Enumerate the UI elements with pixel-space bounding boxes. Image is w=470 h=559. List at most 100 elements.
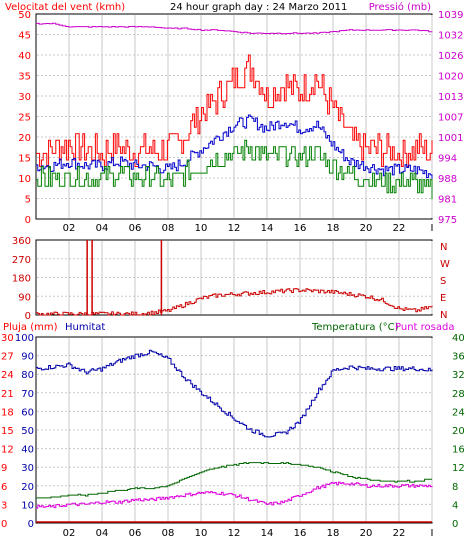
x-tick-label: 16	[294, 223, 307, 234]
temperature-y-tick-label: 16	[452, 445, 465, 456]
pressure-y-tick-label: 1001	[438, 133, 463, 144]
x-tick-label: 12	[228, 528, 241, 539]
x-tick-label: 04	[96, 223, 109, 234]
pressure-y-tick-label: 1013	[438, 92, 463, 103]
temperature-y-tick-label: 28	[452, 389, 465, 400]
x-tick-label: 20	[360, 528, 373, 539]
x-tick-label: 02	[63, 528, 76, 539]
x-tick-label: 18	[327, 223, 340, 234]
wind-pressure-panel: 02 04 06 08 10 12 14 16 18 20 22 I 0 5 10 15 20 25 30 35 40 4…	[18, 10, 463, 234]
direction-y-tick-label: 180	[12, 274, 31, 285]
humidity-line	[36, 349, 433, 438]
pressure-y-tick-label: 981	[438, 195, 457, 206]
temperature-y-tick-label: 20	[452, 426, 465, 437]
humidity-y-tick-label: 90	[21, 352, 34, 363]
rain-y-tick-label: 3	[1, 500, 7, 511]
x-tick-label: 06	[129, 528, 142, 539]
rain-y-tick-label: 24	[1, 370, 14, 381]
direction-compass-label: W	[440, 259, 450, 270]
humidity-y-tick-label: 60	[21, 407, 34, 418]
direction-compass-label: N	[440, 310, 447, 321]
wind-y-tick-label: 40	[18, 51, 31, 62]
pressure-y-tick-label: 1026	[438, 51, 463, 62]
rain-y-tick-label: 12	[1, 445, 14, 456]
direction-y-tick-label: 270	[12, 255, 31, 266]
dewpoint-line	[36, 481, 433, 509]
x-tick-label: 02	[63, 223, 76, 234]
temperature-y-tick-label: 40	[452, 333, 465, 344]
humidity-y-tick-label: 20	[21, 482, 34, 493]
pressure-y-tick-label: 975	[438, 215, 457, 226]
humidity-y-tick-label: 10	[21, 500, 34, 511]
rain-axis-title: Pluja (mm)	[3, 322, 58, 333]
x-tick-label: I	[431, 223, 434, 234]
x-tick-label: 14	[261, 528, 274, 539]
wind-y-tick-label: 50	[18, 10, 31, 21]
direction-y-tick-label: 360	[12, 236, 31, 247]
chart-title: 24 hour graph day : 24 Marzo 2011	[170, 2, 347, 13]
rain-y-tick-label: 30	[1, 333, 14, 344]
wind-avg-line	[36, 114, 433, 179]
wind-min-line	[36, 139, 433, 200]
humidity-y-tick-label: 30	[21, 463, 34, 474]
pressure-axis-title: Pressió (mb)	[369, 1, 431, 13]
x-tick-label: 04	[96, 528, 109, 539]
temperature-y-tick-label: 4	[452, 500, 458, 511]
rain-y-tick-label: 18	[1, 407, 14, 418]
x-tick-label: 18	[327, 528, 340, 539]
wind-y-tick-label: 10	[18, 174, 31, 185]
x-tick-label: 08	[162, 223, 175, 234]
humidity-y-tick-label: 40	[21, 445, 34, 456]
x-tick-label: 20	[360, 223, 373, 234]
wind-y-tick-label: 35	[18, 72, 31, 83]
wind-y-tick-label: 5	[25, 195, 31, 206]
wind-max-line	[36, 54, 433, 167]
pressure-y-tick-label: 988	[438, 174, 457, 185]
wind-y-tick-label: 30	[18, 92, 31, 103]
rain-y-tick-label: 6	[1, 482, 7, 493]
humidity-axis-title: Humitat	[65, 322, 105, 333]
direction-compass-label: S	[440, 276, 446, 287]
wind-y-tick-label: 0	[25, 215, 31, 226]
temperature-y-tick-label: 12	[452, 463, 465, 474]
temp-humidity-panel: 02 04 06 08 10 12 14 16 18 20 22 I03691215182124273…	[1, 333, 465, 539]
temperature-axis-title: Temperatura (°C)	[311, 322, 399, 333]
x-tick-label: 14	[261, 223, 274, 234]
pressure-y-tick-label: 1039	[438, 10, 463, 21]
humidity-y-tick-label: 70	[21, 389, 34, 400]
rain-y-tick-label: 0	[1, 519, 7, 530]
x-tick-label: I	[431, 528, 434, 539]
rain-y-tick-label: 15	[1, 426, 14, 437]
x-tick-label: 12	[228, 223, 241, 234]
humidity-y-tick-label: 80	[21, 370, 34, 381]
x-tick-label: 06	[129, 223, 142, 234]
pressure-y-tick-label: 1020	[438, 72, 463, 83]
wind-y-tick-label: 20	[18, 133, 31, 144]
temperature-y-tick-label: 36	[452, 352, 465, 363]
temperature-y-tick-label: 24	[452, 407, 465, 418]
rain-y-tick-label: 9	[1, 463, 7, 474]
wind-y-tick-label: 25	[18, 113, 31, 124]
pressure-y-tick-label: 994	[438, 154, 457, 165]
temperature-y-tick-label: 0	[452, 519, 458, 530]
x-tick-label: 10	[195, 223, 208, 234]
rain-y-tick-label: 21	[1, 389, 14, 400]
pressure-line	[36, 22, 433, 35]
direction-compass-label: E	[440, 293, 446, 304]
humidity-y-tick-label: 0	[28, 519, 34, 530]
x-tick-label: 22	[393, 223, 406, 234]
direction-compass-label: N	[440, 242, 447, 253]
x-tick-label: 10	[195, 528, 208, 539]
pressure-y-tick-label: 1007	[438, 113, 463, 124]
x-tick-label: 08	[162, 528, 175, 539]
dewpoint-axis-title: Punt rosada	[395, 322, 454, 333]
rain-y-tick-label: 27	[1, 352, 14, 363]
humidity-y-tick-label: 100	[15, 333, 34, 344]
humidity-y-tick-label: 50	[21, 426, 34, 437]
temperature-y-tick-label: 32	[452, 370, 465, 381]
wind-axis-title: Velocitat del vent (kmh)	[5, 2, 125, 13]
wind-direction-line	[36, 288, 433, 316]
direction-y-tick-label: 0	[25, 311, 31, 322]
